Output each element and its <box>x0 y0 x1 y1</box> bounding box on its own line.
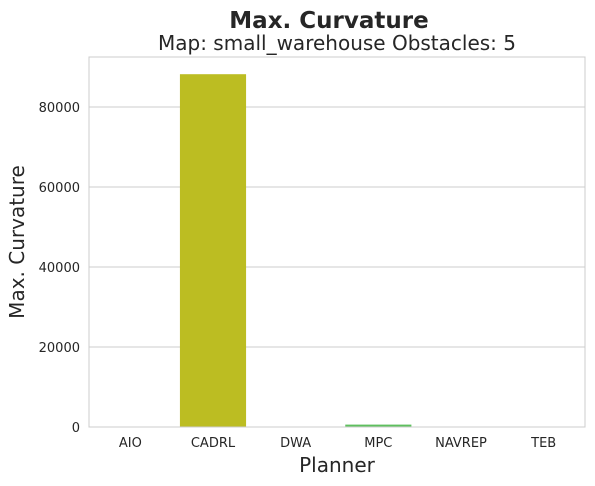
x-tick-label: MPC <box>364 436 392 451</box>
y-tick-labels: 0 20000 40000 60000 80000 <box>39 101 80 436</box>
y-axis-label: Max. Curvature <box>5 165 29 319</box>
chart-title: Max. Curvature <box>229 8 428 34</box>
x-tick-label: TEB <box>530 436 556 451</box>
y-tick-label: 60000 <box>39 181 80 196</box>
chart-subtitle: Map: small_warehouse Obstacles: 5 <box>158 31 516 55</box>
y-tick-label: 40000 <box>39 261 80 276</box>
x-axis-label: Planner <box>299 453 376 477</box>
bar-mpc <box>345 424 412 427</box>
y-tick-label: 20000 <box>39 341 80 356</box>
x-tick-labels: AIO CADRL DWA MPC NAVREP TEB <box>119 436 556 451</box>
bars <box>179 74 412 427</box>
bar-cadrl <box>179 74 247 427</box>
plot-frame <box>88 56 586 428</box>
x-tick-label: DWA <box>280 436 311 451</box>
y-tick-label: 0 <box>72 421 80 436</box>
x-tick-label: AIO <box>119 436 142 451</box>
x-tick-label: CADRL <box>191 436 236 451</box>
y-tick-label: 80000 <box>39 101 80 116</box>
x-tick-label: NAVREP <box>435 436 487 451</box>
gridlines <box>89 106 585 428</box>
